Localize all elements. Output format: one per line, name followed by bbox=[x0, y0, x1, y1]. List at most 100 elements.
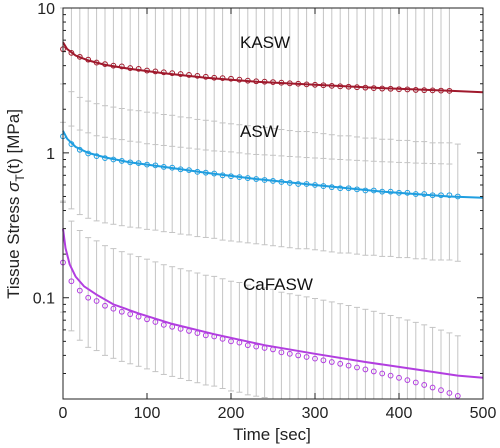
data-point bbox=[354, 364, 360, 371]
data-point bbox=[429, 87, 436, 94]
data-point bbox=[446, 87, 453, 94]
data-point bbox=[412, 87, 419, 93]
data-point bbox=[144, 161, 150, 168]
data-point bbox=[228, 173, 234, 180]
x-tick-label: 300 bbox=[302, 405, 329, 422]
data-point bbox=[270, 178, 276, 184]
x-tick-label: 500 bbox=[470, 405, 497, 422]
data-point bbox=[303, 181, 310, 187]
series-label-cafasw: CaFASW bbox=[243, 275, 313, 294]
data-point bbox=[337, 83, 344, 90]
data-point bbox=[169, 323, 176, 330]
y-axis-label-sigma: σ bbox=[4, 181, 23, 192]
data-point bbox=[253, 78, 260, 85]
x-tick-label: 400 bbox=[386, 405, 413, 422]
data-point bbox=[152, 319, 159, 325]
data-point bbox=[194, 330, 201, 337]
data-point bbox=[312, 81, 318, 88]
data-point bbox=[379, 188, 386, 195]
data-point bbox=[68, 278, 75, 285]
data-point bbox=[362, 84, 369, 91]
data-point bbox=[244, 77, 251, 84]
data-point bbox=[68, 141, 75, 147]
data-point bbox=[303, 354, 310, 360]
plot-frame bbox=[62, 7, 484, 400]
data-point bbox=[429, 192, 436, 199]
data-point bbox=[186, 72, 192, 78]
data-point bbox=[228, 338, 234, 345]
data-point bbox=[387, 372, 394, 379]
data-point bbox=[446, 390, 453, 396]
data-point bbox=[228, 75, 234, 82]
data-point bbox=[135, 65, 142, 72]
data-point bbox=[93, 59, 100, 66]
y-axis-label-prefix: Tissue Stress bbox=[4, 192, 23, 299]
data-point bbox=[421, 191, 428, 197]
data-point bbox=[345, 185, 352, 192]
y-tick-label: 10 bbox=[37, 1, 55, 18]
data-point bbox=[202, 73, 209, 80]
data-point bbox=[177, 166, 184, 173]
data-point bbox=[211, 170, 218, 177]
data-point bbox=[93, 153, 100, 159]
data-point bbox=[160, 164, 167, 170]
data-point bbox=[135, 313, 142, 320]
data-point bbox=[286, 180, 293, 186]
data-point bbox=[102, 302, 108, 309]
data-point bbox=[261, 345, 268, 351]
data-point bbox=[144, 316, 150, 323]
data-point bbox=[387, 188, 394, 195]
data-point bbox=[76, 53, 83, 60]
data-point bbox=[438, 192, 444, 199]
data-point bbox=[118, 63, 125, 70]
y-tick-label: 0.1 bbox=[33, 291, 55, 308]
data-point bbox=[244, 175, 251, 181]
data-point bbox=[354, 84, 360, 91]
data-point bbox=[421, 382, 428, 388]
data-point bbox=[169, 70, 176, 77]
data-point bbox=[186, 167, 192, 174]
x-axis-ticks: 0 100 200 300 400 500 bbox=[59, 8, 497, 422]
data-point bbox=[312, 182, 318, 188]
series-label-kasw: KASW bbox=[240, 33, 290, 52]
data-point bbox=[102, 155, 108, 162]
y-axis-label-subscript: T bbox=[13, 174, 27, 182]
x-tick-label: 200 bbox=[218, 405, 245, 422]
data-point bbox=[177, 325, 184, 332]
data-point bbox=[236, 339, 243, 346]
y-tick-label: 1 bbox=[46, 146, 55, 163]
data-point bbox=[102, 61, 108, 67]
data-point bbox=[278, 349, 285, 356]
data-point bbox=[404, 377, 411, 384]
fit-curve-kasw bbox=[62, 41, 484, 94]
error-bars bbox=[60, 7, 461, 400]
data-point bbox=[160, 321, 167, 328]
data-point bbox=[110, 305, 117, 312]
data-point bbox=[261, 78, 268, 85]
data-point bbox=[438, 387, 444, 394]
data-point bbox=[219, 75, 226, 82]
data-point bbox=[169, 164, 176, 171]
data-point bbox=[270, 79, 276, 85]
fit-curve-asw bbox=[62, 130, 484, 199]
data-point bbox=[270, 346, 276, 353]
data-point bbox=[295, 181, 302, 187]
data-point bbox=[194, 168, 201, 175]
data-point bbox=[110, 156, 117, 163]
data-point bbox=[68, 49, 75, 56]
data-point bbox=[186, 328, 192, 334]
data-point bbox=[429, 384, 436, 391]
data-point bbox=[345, 83, 352, 90]
data-point bbox=[152, 68, 159, 75]
y-axis-label-suffix: (t) [MPa] bbox=[4, 109, 23, 174]
data-point bbox=[261, 177, 268, 183]
data-point bbox=[253, 343, 260, 350]
data-point bbox=[370, 85, 377, 91]
data-point bbox=[93, 298, 100, 304]
data-point bbox=[219, 335, 226, 342]
data-point bbox=[404, 86, 411, 93]
data-point bbox=[278, 179, 285, 185]
data-point bbox=[194, 72, 201, 79]
data-point bbox=[362, 187, 369, 194]
series-label-asw: ASW bbox=[240, 122, 279, 141]
